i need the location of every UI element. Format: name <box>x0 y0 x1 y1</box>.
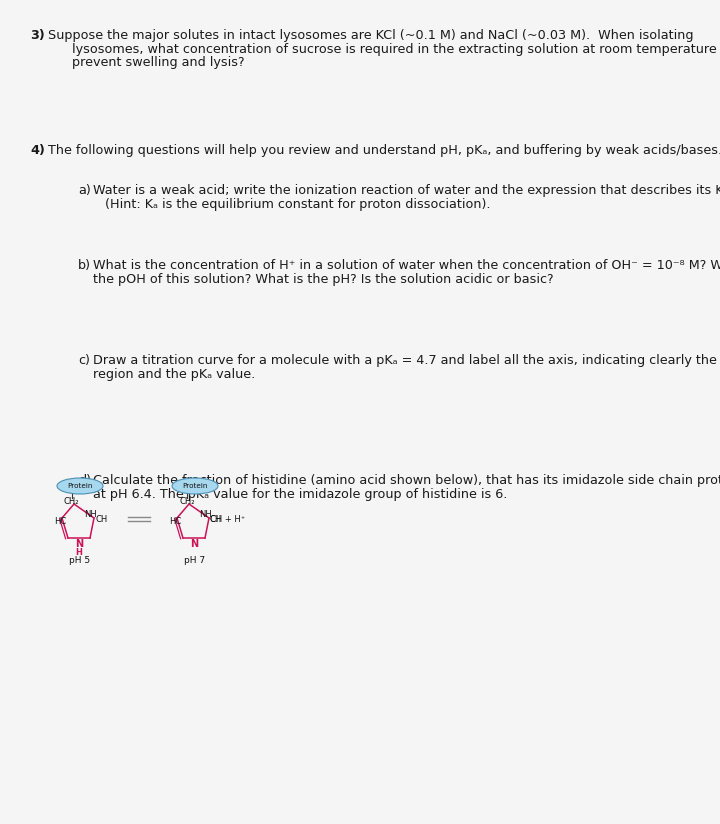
Text: HC: HC <box>54 517 66 526</box>
Text: lysosomes, what concentration of sucrose is required in the extracting solution : lysosomes, what concentration of sucrose… <box>72 43 720 55</box>
Text: CH: CH <box>95 516 107 525</box>
Text: CH₂: CH₂ <box>179 497 194 506</box>
Text: N: N <box>190 539 198 549</box>
Text: d): d) <box>78 474 91 487</box>
Text: at pH 6.4. The pKₐ value for the imidazole group of histidine is 6.: at pH 6.4. The pKₐ value for the imidazo… <box>93 488 508 500</box>
Text: H: H <box>76 548 82 557</box>
Text: Draw a titration curve for a molecule with a pKₐ = 4.7 and label all the axis, i: Draw a titration curve for a molecule wi… <box>93 354 720 367</box>
Text: N: N <box>75 539 83 549</box>
Text: CH: CH <box>210 516 222 525</box>
Ellipse shape <box>57 478 103 494</box>
Text: Protein: Protein <box>67 483 93 489</box>
Text: 4): 4) <box>30 144 45 157</box>
Text: Protein: Protein <box>182 483 207 489</box>
Text: What is the concentration of H⁺ in a solution of water when the concentration of: What is the concentration of H⁺ in a sol… <box>93 259 720 272</box>
Text: region and the pKₐ value.: region and the pKₐ value. <box>93 368 256 381</box>
Text: The following questions will help you review and understand pH, pKₐ, and bufferi: The following questions will help you re… <box>48 144 720 157</box>
Text: pH 7: pH 7 <box>184 556 206 565</box>
Text: CH + H⁺: CH + H⁺ <box>210 516 246 525</box>
Text: pH 5: pH 5 <box>69 556 91 565</box>
Text: Suppose the major solutes in intact lysosomes are KCl (~0.1 M) and NaCl (~0.03 M: Suppose the major solutes in intact lyso… <box>48 29 693 42</box>
Text: HC: HC <box>169 517 181 526</box>
Text: a): a) <box>78 184 91 197</box>
Text: CH₂: CH₂ <box>64 497 79 506</box>
Text: Water is a weak acid; write the ionization reaction of water and the expression : Water is a weak acid; write the ionizati… <box>93 184 720 197</box>
Text: prevent swelling and lysis?: prevent swelling and lysis? <box>72 56 245 69</box>
Text: (Hint: Kₐ is the equilibrium constant for proton dissociation).: (Hint: Kₐ is the equilibrium constant fo… <box>105 198 490 210</box>
Text: 3): 3) <box>30 29 45 42</box>
Text: the pOH of this solution? What is the pH? Is the solution acidic or basic?: the pOH of this solution? What is the pH… <box>93 273 554 285</box>
Text: Calculate the fraction of histidine (amino acid shown below), that has its imida: Calculate the fraction of histidine (ami… <box>93 474 720 487</box>
Ellipse shape <box>172 478 218 494</box>
Text: b): b) <box>78 259 91 272</box>
Text: NH: NH <box>84 510 96 519</box>
Text: c): c) <box>78 354 90 367</box>
Text: NH: NH <box>199 510 212 519</box>
